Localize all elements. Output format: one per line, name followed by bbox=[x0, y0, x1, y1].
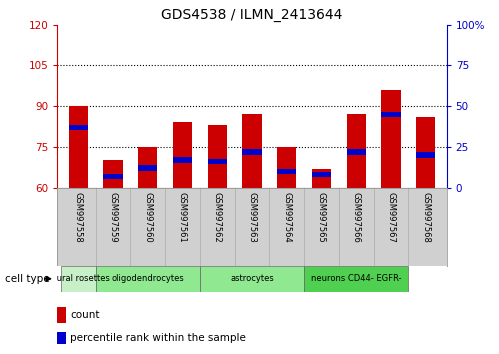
Bar bbox=[347, 149, 366, 154]
Bar bbox=[103, 173, 123, 179]
Bar bbox=[312, 172, 331, 177]
Bar bbox=[277, 147, 296, 188]
Text: GSM997563: GSM997563 bbox=[248, 192, 256, 242]
Bar bbox=[103, 160, 123, 188]
Bar bbox=[138, 165, 157, 171]
Text: GSM997562: GSM997562 bbox=[213, 192, 222, 242]
Title: GDS4538 / ILMN_2413644: GDS4538 / ILMN_2413644 bbox=[161, 8, 343, 22]
Bar bbox=[173, 122, 192, 188]
Bar bbox=[208, 125, 227, 188]
Bar bbox=[96, 266, 200, 292]
Text: oligodendrocytes: oligodendrocytes bbox=[111, 274, 184, 283]
Bar bbox=[243, 114, 261, 188]
Bar bbox=[416, 152, 435, 158]
Text: GSM997560: GSM997560 bbox=[143, 192, 152, 242]
Text: GSM997567: GSM997567 bbox=[387, 192, 396, 242]
Text: neural rosettes: neural rosettes bbox=[46, 274, 110, 283]
Bar bbox=[381, 112, 401, 117]
Text: cell type: cell type bbox=[5, 274, 49, 284]
Text: GSM997558: GSM997558 bbox=[74, 192, 83, 242]
Bar bbox=[312, 169, 331, 188]
Text: GSM997565: GSM997565 bbox=[317, 192, 326, 242]
Bar bbox=[304, 266, 408, 292]
Text: neurons CD44- EGFR-: neurons CD44- EGFR- bbox=[311, 274, 402, 283]
Text: GSM997559: GSM997559 bbox=[108, 192, 117, 242]
Text: astrocytes: astrocytes bbox=[230, 274, 274, 283]
Bar bbox=[69, 106, 88, 188]
Bar bbox=[138, 147, 157, 188]
Text: percentile rank within the sample: percentile rank within the sample bbox=[70, 333, 246, 343]
Bar bbox=[277, 169, 296, 174]
Bar bbox=[61, 266, 96, 292]
Bar bbox=[173, 157, 192, 162]
Bar bbox=[347, 114, 366, 188]
Bar bbox=[69, 125, 88, 130]
Bar bbox=[416, 117, 435, 188]
Text: GSM997564: GSM997564 bbox=[282, 192, 291, 242]
Bar bbox=[381, 90, 401, 188]
Text: GSM997561: GSM997561 bbox=[178, 192, 187, 242]
Bar bbox=[200, 266, 304, 292]
Text: GSM997566: GSM997566 bbox=[352, 192, 361, 242]
Bar bbox=[243, 149, 261, 154]
Text: count: count bbox=[70, 310, 100, 320]
Text: GSM997568: GSM997568 bbox=[421, 192, 430, 242]
Bar bbox=[208, 159, 227, 164]
